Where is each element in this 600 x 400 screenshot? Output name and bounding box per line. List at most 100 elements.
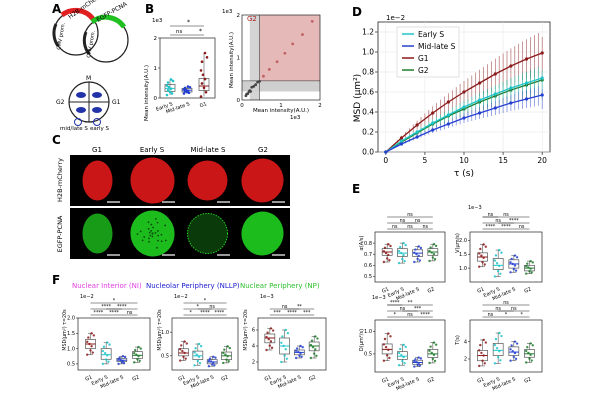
f3-point: [285, 357, 289, 360]
e2-point: [480, 254, 483, 257]
e3-point: [388, 356, 391, 360]
f3-ytick-label: 2: [252, 360, 255, 366]
panel-f-letter: F: [52, 273, 60, 287]
f3-point: [294, 356, 298, 360]
f1-sig-label: ****: [94, 310, 104, 316]
b-left-point: [205, 56, 209, 59]
e3-sig-label: ****: [390, 300, 400, 306]
e2-sig-label: ns: [519, 225, 525, 230]
c-replication-focus: [147, 221, 150, 224]
b-left-point: [187, 91, 191, 95]
d-legend: Early S Mid-late S G1 G2: [396, 26, 460, 78]
e4-ytick-label: 4: [464, 339, 467, 345]
e4-sig-label: ns: [488, 313, 494, 318]
f2-point: [214, 356, 217, 359]
f1-ytick-label: 1.0: [67, 346, 75, 352]
e1-point: [431, 256, 435, 259]
f2-sig-label: *: [204, 298, 207, 304]
f1-ytick-label: 0.5: [67, 362, 75, 368]
f2-point: [197, 342, 201, 346]
e2-point: [524, 264, 528, 268]
f3-point: [265, 335, 268, 339]
e1-point: [398, 245, 402, 249]
d-point: [493, 106, 497, 110]
c-replication-focus: [156, 221, 159, 224]
f3-ylabel: MSD(μm²) τ=20s: [243, 309, 249, 351]
d-point: [462, 105, 466, 109]
e1-frame: [374, 231, 446, 283]
b-left-point: [202, 86, 206, 90]
cell-mid-late-s: [76, 107, 86, 113]
e1-point: [387, 243, 390, 246]
e1-point: [387, 253, 390, 257]
f2-point: [226, 355, 229, 358]
e1-ytick-label: 0.8: [364, 241, 372, 247]
f3-point: [270, 346, 274, 350]
e4-point: [526, 346, 529, 349]
f1-point: [120, 361, 124, 364]
f2-sig-label: *: [197, 304, 200, 310]
f3-point: [309, 356, 313, 360]
e3-point: [428, 361, 431, 365]
d-point: [462, 116, 466, 120]
e4-point: [484, 341, 488, 344]
cell-g2: [76, 92, 86, 98]
e3-point: [397, 364, 401, 367]
e4-point: [527, 351, 530, 355]
b-left-point: [201, 73, 205, 77]
e1-point: [414, 248, 417, 251]
f2-point: [182, 355, 185, 358]
c-col-early-s: Early S: [140, 146, 165, 154]
label-g1: G1: [112, 99, 121, 106]
b-right-point: [262, 74, 265, 78]
e4-point: [524, 349, 528, 353]
e2-box: [492, 258, 504, 270]
e1-point: [428, 249, 431, 253]
e1-xtick-label: G2: [427, 286, 436, 294]
e1-sig-label: ns: [407, 213, 413, 218]
f3-scale: 1e−3: [260, 294, 274, 300]
f3-sig-label: ***: [303, 310, 311, 316]
e4-point: [530, 359, 533, 362]
e1-point: [382, 250, 386, 253]
e3-point: [403, 361, 406, 365]
f3-point: [298, 354, 301, 357]
e3-point: [402, 343, 405, 347]
f1-point: [134, 348, 137, 352]
e4-point: [481, 359, 484, 362]
d-point: [493, 92, 497, 96]
d-point: [540, 76, 544, 80]
f3-point: [281, 335, 284, 338]
b-right-point: [258, 79, 261, 83]
e3-point: [400, 353, 403, 357]
d-point: [462, 90, 466, 94]
b-g2-label: G2: [247, 15, 257, 23]
b-left-point: [199, 69, 203, 72]
b-left-point: [199, 95, 203, 98]
e3-point: [382, 343, 386, 346]
e4-box: [492, 343, 504, 356]
e4-sig-label: *: [505, 312, 508, 318]
label-cmv-2: CMV prom.: [86, 30, 97, 58]
e3-point: [401, 359, 404, 363]
f1-sig-label: ns: [127, 311, 133, 316]
e2-point: [530, 271, 533, 274]
b-left-point: [170, 92, 174, 95]
b-left-point: [203, 51, 207, 55]
f2-point: [180, 344, 183, 347]
c-replication-focus: [157, 239, 159, 242]
b-left-ylabel: Mean intensity(A.U.): [144, 65, 150, 121]
e4-point: [478, 364, 481, 368]
cell-g1: [92, 92, 102, 98]
e4-point: [512, 355, 516, 359]
f1-xtick-label: G2: [131, 374, 140, 382]
f2-scale: 1e−2: [174, 294, 188, 300]
f2-point: [178, 348, 182, 351]
d-point: [415, 130, 419, 134]
e4-sig-label: ns: [503, 301, 509, 306]
c-nucleus: [82, 213, 113, 254]
c-replication-focus: [139, 230, 142, 233]
f1-point: [106, 354, 109, 357]
d-point: [446, 113, 450, 117]
